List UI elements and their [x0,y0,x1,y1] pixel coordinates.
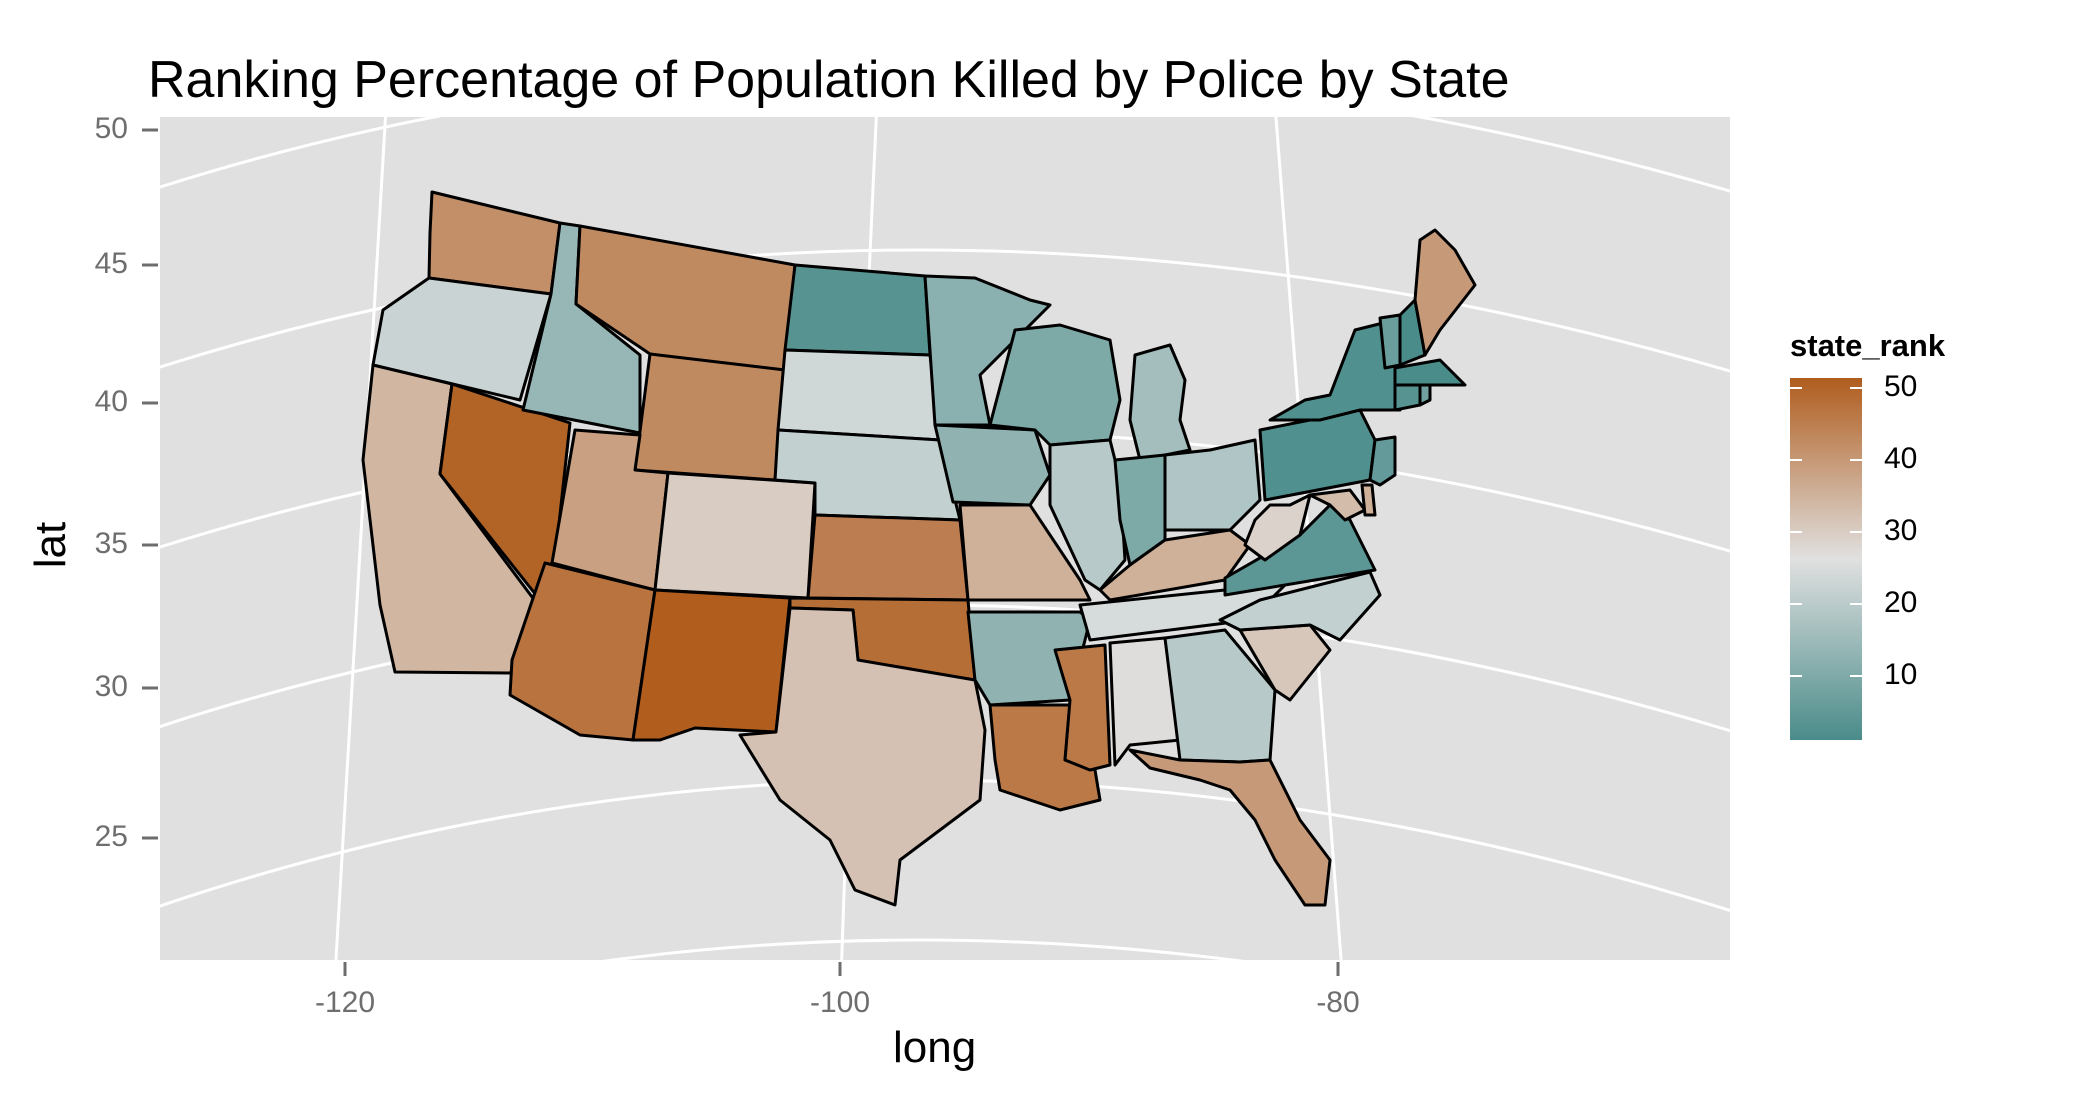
y-tick-label: 25 [94,820,128,853]
legend-label: 40 [1884,442,1918,475]
graticule-parallel [160,248,1730,373]
y-tick-label: 40 [94,385,128,418]
state-new-mexico [631,588,792,742]
state-missouri [958,503,1092,602]
state-vermont [1378,313,1402,370]
y-tick-label: 50 [94,112,128,145]
y-axis-ticks [142,128,158,840]
state-kansas [806,513,970,602]
legend-ticks [1790,387,1862,677]
x-axis-ticks [343,962,1340,976]
graticule-parallel [602,938,1245,960]
chart-title: Ranking Percentage of Population Killed … [148,51,1510,109]
x-tick-label: -120 [314,986,376,1019]
state-texas [738,606,987,907]
state-mississippi [1053,643,1112,772]
y-tick-label: 45 [94,247,128,280]
state-south-dakota [776,348,942,442]
state-iowa [933,423,1052,507]
state-alabama [1108,636,1182,767]
state-ohio [1163,438,1262,532]
x-tick-label: -100 [809,986,871,1019]
state-new-jersey [1368,435,1397,487]
state-kentucky [1098,528,1252,602]
state-illinois [1048,438,1127,592]
state-michigan [1128,343,1192,462]
legend-label: 10 [1884,658,1918,691]
state-maine [1413,228,1477,357]
legend-label: 20 [1884,586,1918,619]
state-massachusetts [1393,358,1467,387]
x-tick-label: -80 [1316,986,1360,1019]
y-tick-label: 35 [94,527,128,560]
state-north-dakota [783,263,932,357]
legend-title: state_rank [1790,328,1946,363]
state-connecticut [1393,381,1422,412]
legend-colorbar [1790,378,1862,740]
state-colorado [653,471,817,600]
state-wyoming [633,352,787,482]
state-delaware [1360,483,1377,517]
legend-label: 50 [1884,370,1918,403]
graticule-meridian [334,117,388,960]
x-axis-label: long [893,1023,977,1072]
state-north-carolina [1218,570,1382,642]
state-maryland [1308,488,1367,522]
state-florida [1128,748,1332,907]
state-west-virginia [1243,493,1312,562]
y-tick-label: 30 [94,670,128,703]
legend-label: 30 [1884,514,1918,547]
graticule-parallel [160,117,1730,193]
